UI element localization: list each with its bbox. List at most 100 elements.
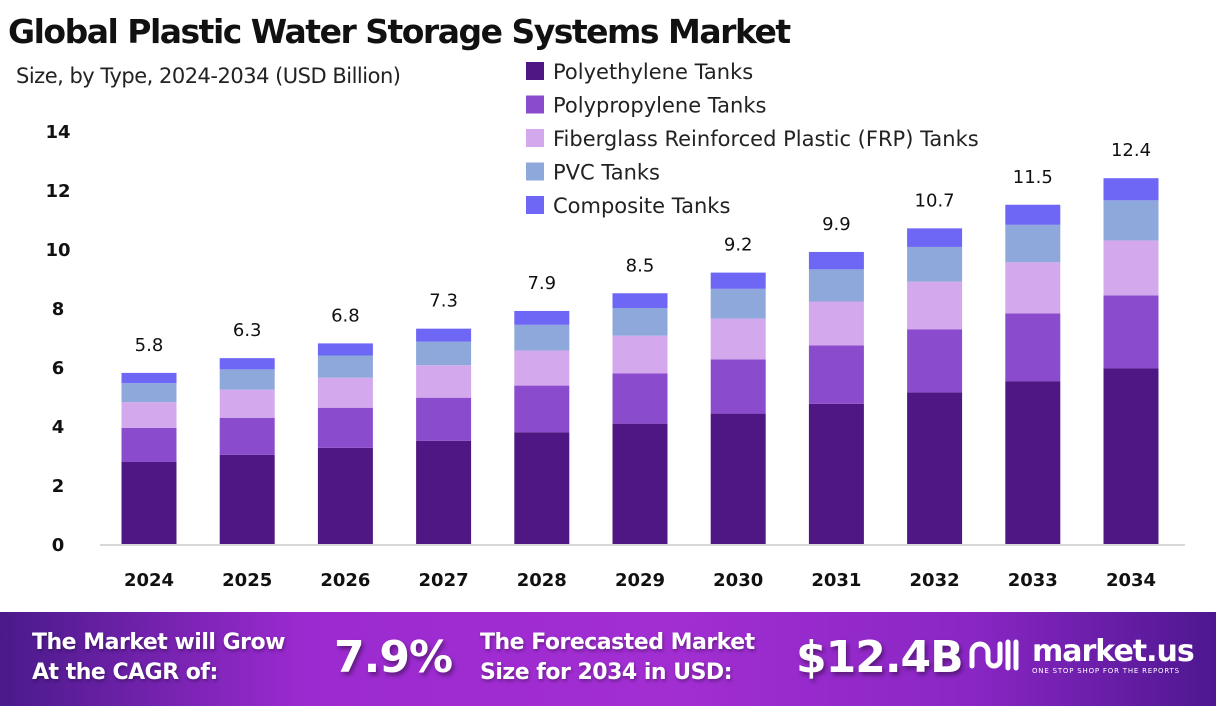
forecast-label-line2: Size for 2034 in USD: — [480, 660, 732, 685]
y-tick-label: 8 — [52, 299, 65, 320]
forecast-value: $12.4B — [796, 632, 964, 683]
total-data-label: 5.8 — [135, 335, 164, 356]
bar-segment-composite-tanks — [1005, 204, 1061, 225]
legend-label: Polypropylene Tanks — [553, 94, 766, 118]
legend-swatch — [526, 162, 544, 181]
bar-segment-composite-tanks — [1103, 178, 1159, 201]
bar-segment-composite-tanks — [317, 343, 373, 356]
total-data-label: 11.5 — [1013, 167, 1053, 188]
bar-segment-composite-tanks — [808, 251, 864, 270]
legend-label: PVC Tanks — [553, 161, 660, 185]
bar-segment-composite-tanks — [612, 293, 668, 308]
total-data-label: 8.5 — [626, 255, 655, 276]
bar-segment-polypropylene-tanks — [1005, 313, 1061, 382]
x-tick-label: 2032 — [910, 570, 960, 591]
legend-label: Fiberglass Reinforced Plastic (FRP) Tank… — [553, 127, 979, 151]
x-tick-label: 2034 — [1106, 570, 1156, 591]
legend-label: Composite Tanks — [553, 194, 730, 218]
bar-segment-composite-tanks — [219, 358, 275, 370]
logo-name: market.us — [1032, 634, 1195, 669]
y-tick-label: 12 — [45, 181, 70, 202]
bar-segment-polypropylene-tanks — [514, 385, 570, 433]
bar-segment-polypropylene-tanks — [317, 407, 373, 448]
bar-segment-polyethylene-tanks — [808, 403, 864, 544]
logo-tagline: ONE STOP SHOP FOR THE REPORTS — [1032, 667, 1180, 675]
cagr-value: 7.9% — [334, 632, 453, 683]
bar-segment-polyethylene-tanks — [1103, 368, 1159, 544]
bar-segment-polypropylene-tanks — [710, 359, 766, 414]
legend-swatch — [526, 95, 544, 114]
bar-segment-fiberglass-reinforced-plastic-frp-tanks — [612, 335, 668, 374]
bar-segment-pvc-tanks — [1103, 200, 1159, 241]
market-us-logo: market.us ONE STOP SHOP FOR THE REPORTS — [968, 634, 1195, 676]
y-tick-label: 0 — [52, 535, 65, 556]
y-tick-label: 10 — [45, 240, 70, 261]
bar-segment-pvc-tanks — [612, 308, 668, 336]
bar-segment-polypropylene-tanks — [416, 397, 472, 441]
chart-subtitle: Size, by Type, 2024-2034 (USD Billion) — [16, 64, 401, 88]
x-tick-label: 2026 — [320, 570, 370, 591]
bar-segment-fiberglass-reinforced-plastic-frp-tanks — [907, 281, 963, 330]
bar-segment-polypropylene-tanks — [907, 329, 963, 393]
bar-segment-composite-tanks — [416, 328, 472, 342]
x-tick-label: 2028 — [517, 570, 567, 591]
bar-segment-polypropylene-tanks — [121, 427, 177, 462]
legend-swatch — [526, 196, 544, 214]
bar-segment-composite-tanks — [514, 310, 570, 325]
bar-segment-pvc-tanks — [808, 269, 864, 302]
total-data-label: 6.8 — [331, 305, 360, 326]
bar-segment-pvc-tanks — [514, 324, 570, 351]
bar-segment-fiberglass-reinforced-plastic-frp-tanks — [1103, 240, 1159, 296]
total-data-label: 6.3 — [233, 320, 262, 341]
legend-swatch — [526, 129, 544, 147]
x-tick-label: 2029 — [615, 570, 665, 591]
y-tick-label: 14 — [45, 122, 70, 143]
bar-segment-fiberglass-reinforced-plastic-frp-tanks — [514, 350, 570, 386]
total-data-label: 9.2 — [724, 235, 753, 256]
total-data-label: 7.9 — [527, 273, 556, 294]
bar-segment-fiberglass-reinforced-plastic-frp-tanks — [317, 377, 373, 408]
bar-segment-pvc-tanks — [907, 246, 963, 282]
bar-segment-polyethylene-tanks — [121, 461, 177, 544]
bar-segment-polypropylene-tanks — [808, 345, 864, 404]
x-tick-label: 2025 — [222, 570, 272, 591]
bar-segment-polyethylene-tanks — [219, 454, 275, 544]
x-tick-label: 2030 — [713, 570, 763, 591]
cagr-label-line2: At the CAGR of: — [32, 660, 218, 685]
forecast-label-line1: The Forecasted Market — [480, 630, 755, 655]
bar-segment-composite-tanks — [710, 272, 766, 289]
logo-mark-icon — [969, 639, 1019, 671]
bar-segment-fiberglass-reinforced-plastic-frp-tanks — [710, 318, 766, 360]
y-tick-label: 6 — [52, 358, 65, 379]
bar-segment-composite-tanks — [121, 372, 177, 384]
bar-segment-pvc-tanks — [1005, 224, 1061, 263]
bar-segment-fiberglass-reinforced-plastic-frp-tanks — [416, 365, 472, 398]
legend-swatch — [526, 62, 544, 80]
bar-segment-pvc-tanks — [416, 341, 472, 366]
bar-segment-polyethylene-tanks — [612, 423, 668, 544]
x-tick-label: 2031 — [811, 570, 861, 591]
bar-segment-polyethylene-tanks — [710, 413, 766, 544]
bar-segment-fiberglass-reinforced-plastic-frp-tanks — [1005, 262, 1061, 314]
x-tick-label: 2033 — [1008, 570, 1058, 591]
total-data-label: 10.7 — [915, 190, 955, 211]
bar-segment-polyethylene-tanks — [317, 447, 373, 544]
bar-segment-pvc-tanks — [710, 288, 766, 319]
cagr-label: The Market will Grow At the CAGR of: — [32, 628, 285, 688]
total-data-label: 7.3 — [429, 291, 458, 312]
bar-segment-polyethylene-tanks — [907, 392, 963, 544]
bar-segment-pvc-tanks — [317, 355, 373, 378]
legend-label: Polyethylene Tanks — [553, 60, 753, 84]
bar-segment-polyethylene-tanks — [1005, 381, 1061, 544]
total-data-label: 9.9 — [822, 214, 851, 235]
bar-segment-polyethylene-tanks — [514, 432, 570, 544]
bar-segment-polypropylene-tanks — [612, 373, 668, 424]
bar-segment-polypropylene-tanks — [1103, 295, 1159, 369]
forecast-label: The Forecasted Market Size for 2034 in U… — [480, 628, 755, 688]
stacked-bar-chart: 0 2 4 6 8 10 12 14 5.8 2024 6.3 2025 6.8 2026 7.3 2027 7… — [45, 60, 1185, 591]
bar-segment-pvc-tanks — [219, 369, 275, 390]
total-data-label: 12.4 — [1111, 140, 1151, 161]
bar-segment-polyethylene-tanks — [416, 440, 472, 544]
cagr-label-line1: The Market will Grow — [32, 630, 285, 655]
bar-segment-fiberglass-reinforced-plastic-frp-tanks — [219, 389, 275, 418]
